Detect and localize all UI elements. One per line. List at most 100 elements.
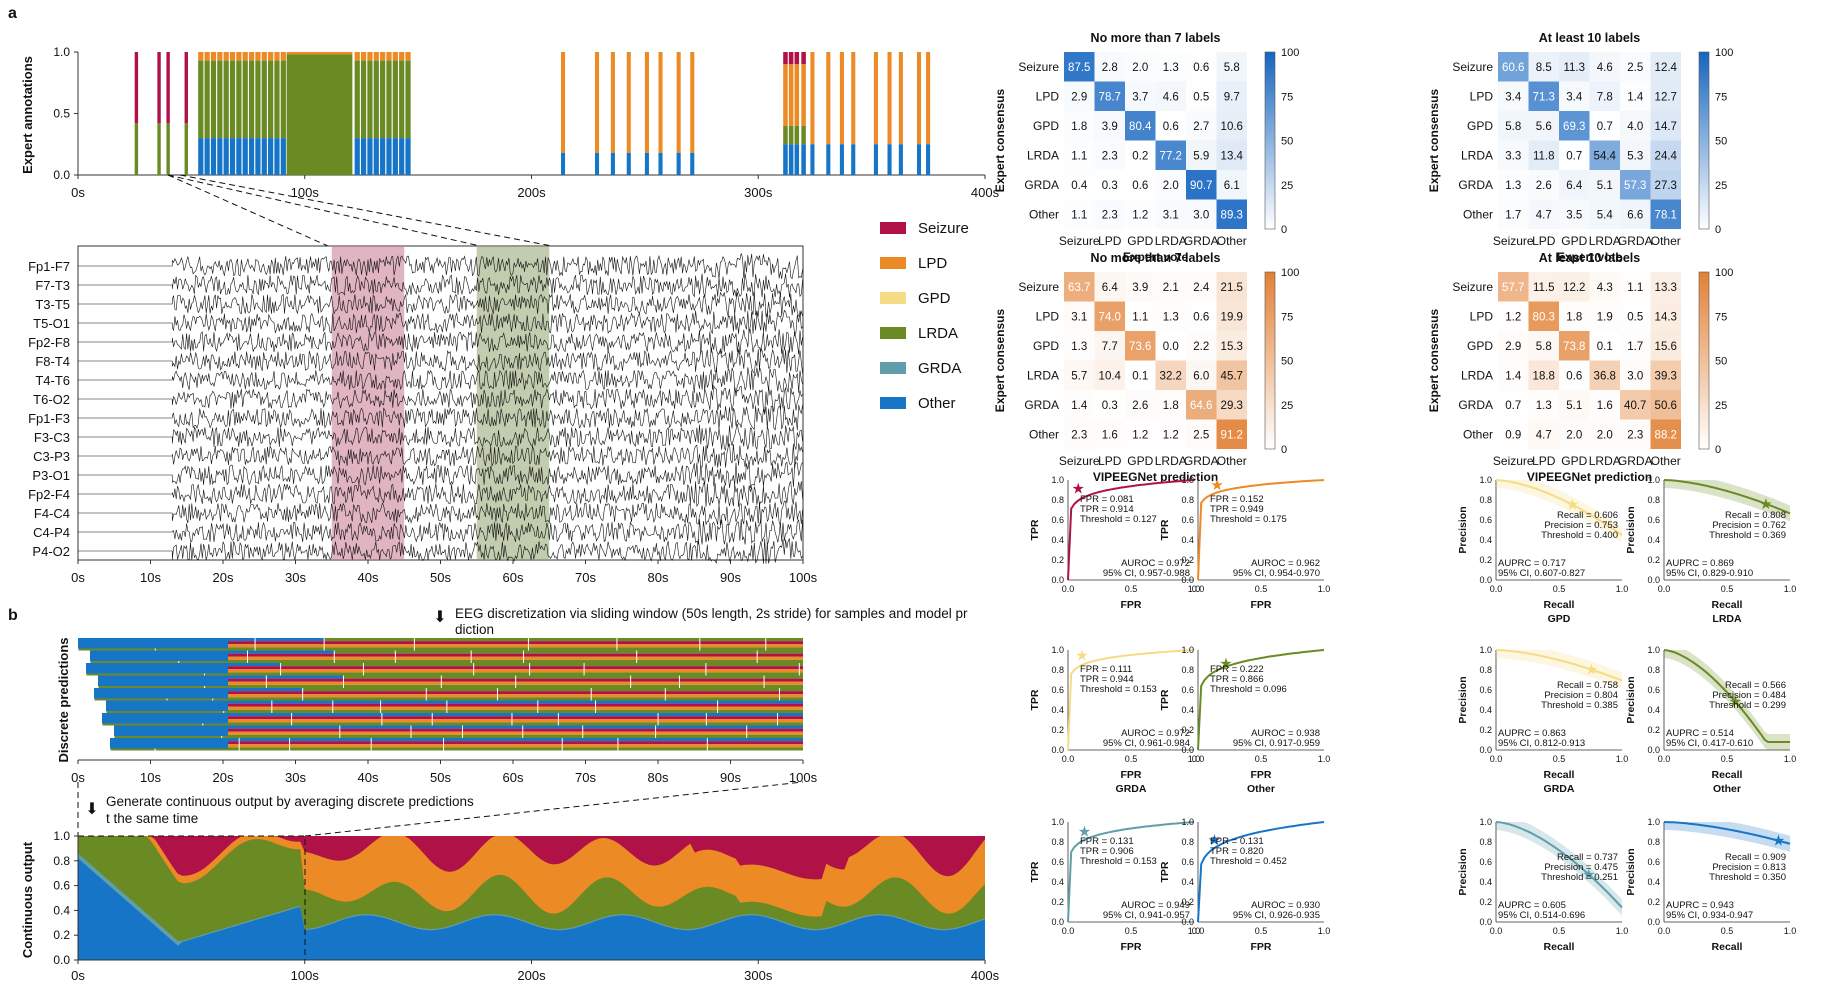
eeg-channel-label: T4-T6 bbox=[35, 373, 70, 388]
discrete-window-segment bbox=[616, 641, 700, 645]
discrete-window-segment bbox=[717, 706, 803, 710]
discrete-window-segment bbox=[78, 647, 156, 651]
mini-operating-point: ★ bbox=[1582, 867, 1595, 884]
discrete-window-segment bbox=[280, 669, 364, 673]
eeg-channel-label: F3-C3 bbox=[34, 430, 70, 445]
discrete-window-segment bbox=[522, 725, 583, 729]
cm-cell bbox=[1498, 140, 1529, 170]
mini-xtick-label: 1.0 bbox=[1616, 754, 1629, 764]
mini-curve bbox=[1495, 821, 1623, 909]
mini-stat: FPR = 0.131 bbox=[1080, 836, 1134, 847]
annotation-bar-segment bbox=[783, 144, 788, 175]
annotation-bar-segment bbox=[810, 144, 815, 175]
eeg-trace bbox=[78, 461, 803, 488]
annotations-xtick-label: 300s bbox=[744, 185, 773, 200]
cm-cell bbox=[1186, 170, 1217, 200]
discrete-window-segment bbox=[371, 741, 444, 745]
annotations-xtick-label: 0s bbox=[71, 185, 85, 200]
annotation-bar-segment bbox=[788, 125, 794, 145]
cm-value: 3.5 bbox=[1566, 209, 1582, 221]
discrete-window-segment bbox=[98, 675, 228, 686]
annotation-bar-segment bbox=[898, 52, 903, 145]
discrete-window-segment bbox=[617, 747, 708, 751]
cm-value: 3.3 bbox=[1505, 150, 1521, 162]
mini-ylabel: TPR bbox=[1029, 861, 1041, 882]
eeg-channel-label: F8-T4 bbox=[35, 354, 70, 369]
cm-colorbar-tick: 75 bbox=[1281, 91, 1293, 103]
discrete-window-segment bbox=[343, 681, 442, 685]
discrete-window-segment bbox=[446, 706, 538, 710]
cm-value: 2.0 bbox=[1163, 180, 1179, 192]
discrete-window-segment bbox=[155, 647, 256, 651]
mini-curve bbox=[1495, 479, 1623, 536]
mini-ci-band bbox=[1496, 650, 1622, 689]
cm-cell bbox=[1620, 140, 1651, 170]
cm-value: 0.5 bbox=[1627, 311, 1643, 323]
mini-xlabel: FPR bbox=[1121, 769, 1142, 781]
discrete-window-segment bbox=[266, 675, 344, 679]
discrete-window-segment bbox=[511, 722, 559, 726]
mini-ytick-label: 0.6 bbox=[1051, 857, 1064, 867]
cm-col-label: Seizure bbox=[1059, 454, 1100, 468]
cm-value: 1.2 bbox=[1505, 311, 1521, 323]
cm-value: 0.9 bbox=[1505, 429, 1521, 441]
discrete-window-segment bbox=[497, 688, 592, 692]
discrete-window-segment bbox=[658, 716, 707, 720]
discrete-window-segment bbox=[665, 688, 780, 692]
mini-ytick-label: 1.0 bbox=[1181, 645, 1194, 655]
discrete-window-segment bbox=[110, 738, 228, 749]
discrete-window-segment bbox=[528, 644, 617, 648]
cm-cell bbox=[1094, 111, 1125, 141]
cm-value: 0.6 bbox=[1163, 121, 1179, 133]
discrete-window-segment bbox=[757, 650, 803, 654]
cm-cell bbox=[1589, 199, 1620, 229]
discrete-window-segment bbox=[202, 719, 292, 723]
cm-cell bbox=[1125, 360, 1156, 390]
cm-cell bbox=[1498, 199, 1529, 229]
cm-value: 0.6 bbox=[1566, 370, 1582, 382]
annotation-bar-segment bbox=[274, 138, 280, 175]
eeg-trace bbox=[78, 443, 803, 469]
cm-value: 4.6 bbox=[1163, 91, 1179, 103]
annotation-bar-segment bbox=[280, 138, 286, 175]
cm-cell bbox=[1216, 419, 1247, 449]
annotation-bar-segment bbox=[373, 138, 379, 175]
discrete-window-segment bbox=[247, 650, 335, 654]
cm-cell bbox=[1589, 390, 1620, 420]
mini-ytick-label: 0.0 bbox=[1479, 575, 1492, 585]
mini-ytick-label: 0.6 bbox=[1647, 515, 1660, 525]
annotation-bar-segment bbox=[261, 138, 267, 175]
cm-cell bbox=[1186, 81, 1217, 111]
cm-cell bbox=[1125, 419, 1156, 449]
mini-ytick-label: 0.8 bbox=[1647, 837, 1660, 847]
mini-stat: Threshold = 0.400 bbox=[1541, 530, 1618, 541]
discrete-window-segment bbox=[699, 641, 766, 645]
discrete-window-segment bbox=[204, 672, 281, 676]
mini-ytick-label: 0.4 bbox=[1647, 877, 1660, 887]
cm-value: 7.8 bbox=[1597, 91, 1613, 103]
panel-label-a: a bbox=[8, 5, 17, 22]
discrete-window-segment bbox=[221, 725, 340, 729]
mini-ytick-label: 1.0 bbox=[1479, 817, 1492, 827]
discrete-window-segment bbox=[280, 663, 364, 667]
annotation-bar-segment bbox=[399, 138, 405, 175]
cm-value: 2.8 bbox=[1102, 62, 1118, 74]
discrete-window-segment bbox=[266, 678, 344, 682]
discrete-window-segment bbox=[537, 703, 596, 707]
mini-ylabel: TPR bbox=[1029, 689, 1041, 710]
cm-colorbar-tick: 25 bbox=[1715, 400, 1727, 412]
cm-cell bbox=[1155, 390, 1186, 420]
cm-value: 29.3 bbox=[1221, 400, 1243, 412]
mini-xlabel: FPR bbox=[1251, 769, 1272, 781]
eeg-xtick-label: 0s bbox=[71, 570, 85, 585]
discrete-window-segment bbox=[446, 700, 538, 704]
cm-row-label: Seizure bbox=[1452, 60, 1493, 74]
discrete-window-segment bbox=[705, 666, 800, 670]
cm-value: 63.7 bbox=[1068, 282, 1090, 294]
mini-stat: TPR = 0.949 bbox=[1210, 504, 1264, 515]
mini-ylabel: Precision bbox=[1625, 676, 1637, 723]
cm-value: 1.6 bbox=[1597, 400, 1613, 412]
annotation-bar-segment bbox=[354, 60, 360, 139]
cm-colorbar-tick: 100 bbox=[1281, 267, 1299, 279]
cm-cell bbox=[1064, 52, 1095, 82]
